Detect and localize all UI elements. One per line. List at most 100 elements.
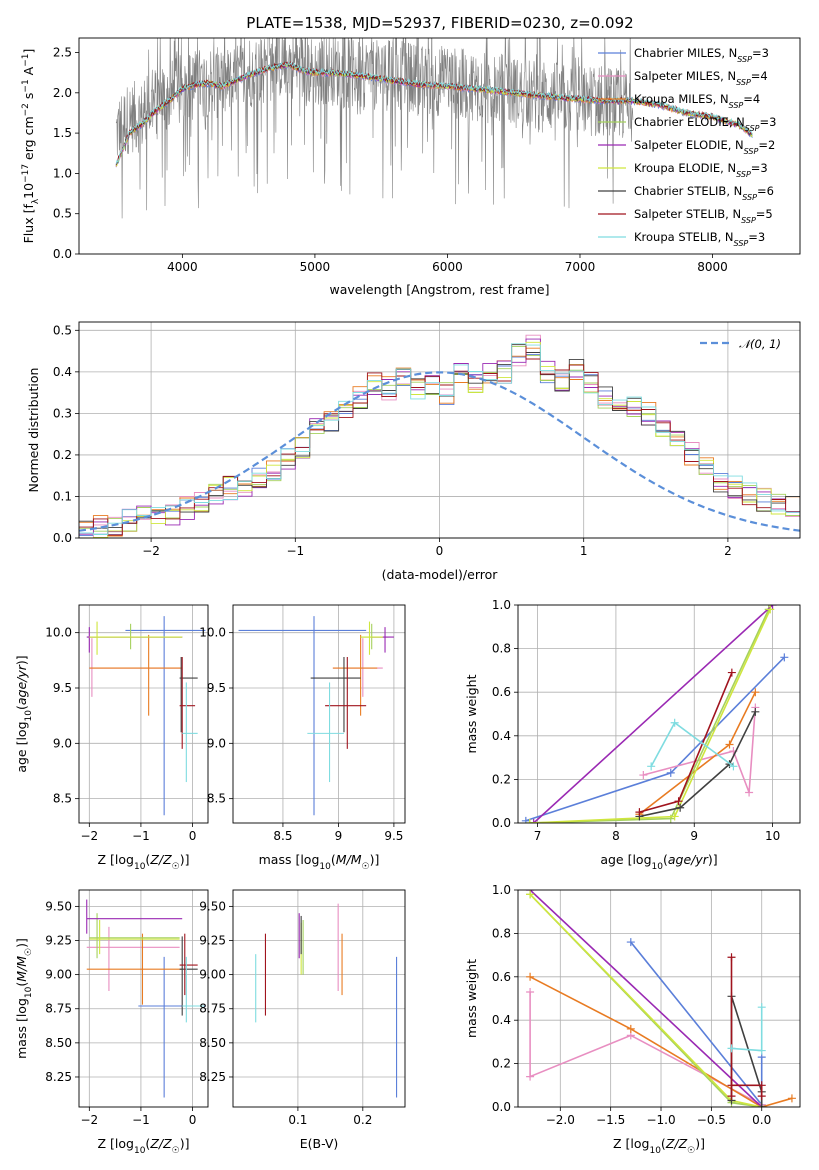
x-tick-label: 9 xyxy=(690,829,698,843)
y-tick-label: 0.6 xyxy=(492,685,511,699)
y-axis-label: mass weight xyxy=(464,674,479,753)
weight-marker xyxy=(729,762,738,771)
x-tick-label: 2 xyxy=(724,544,732,558)
weight-marker xyxy=(647,762,656,771)
data-point-4 xyxy=(86,899,183,934)
x-tick-label: 7000 xyxy=(565,260,596,274)
x-tick-label: 0.2 xyxy=(353,1113,372,1127)
weight-marker xyxy=(626,1024,635,1033)
x-tick-label: −1.0 xyxy=(646,1113,675,1127)
weight-marker xyxy=(768,605,777,609)
y-tick-label: 0.2 xyxy=(492,1057,511,1071)
weight-marker xyxy=(751,688,760,697)
data-point-5 xyxy=(89,920,180,955)
weight-marker xyxy=(757,1092,766,1101)
residuals-plot-area xyxy=(79,334,800,538)
model-spectrum-line-7 xyxy=(115,61,753,165)
y-tick-label: 0.8 xyxy=(492,642,511,656)
y-tick-label: 8.75 xyxy=(45,1002,72,1016)
data-point-2 xyxy=(89,634,183,716)
weight-marker xyxy=(727,668,736,677)
y-tick-label: 9.5 xyxy=(207,681,226,695)
x-tick-label: 8000 xyxy=(697,260,728,274)
x-axis-label: age [log10(age/yr)] xyxy=(600,852,717,872)
legend-label-6: Chabrier STELIB, NSSP=6 xyxy=(634,184,774,202)
data-point-5 xyxy=(89,621,183,655)
y-tick-label: 9.50 xyxy=(199,899,226,913)
x-tick-label: −0.5 xyxy=(697,1113,726,1127)
y-tick-label: 9.25 xyxy=(45,933,72,947)
x-tick-label: 7 xyxy=(534,829,542,843)
weight-marker xyxy=(526,987,535,996)
data-point-7 xyxy=(325,657,367,749)
y-tick-label: 9.00 xyxy=(45,968,72,982)
x-tick-label: 9 xyxy=(335,829,343,843)
y-tick-label: 8.5 xyxy=(207,792,226,806)
y-tick-label: 0.1 xyxy=(53,489,72,503)
weight-marker xyxy=(766,605,775,614)
mass-vs-ebv-grid xyxy=(233,890,405,1107)
x-tick-label: −1.5 xyxy=(596,1113,625,1127)
age-vs-z-axes: −2 −1 0 8.5 9.0 9.5 10.0 Z [log10(Z/Z☉)] age [lo… xyxy=(14,605,208,872)
x-tick-label: 6000 xyxy=(432,260,463,274)
data-point-5 xyxy=(360,621,383,655)
residuals-frame xyxy=(78,321,801,539)
x-tick-label: −2 xyxy=(80,829,98,843)
weight-line-0 xyxy=(630,941,763,1107)
age-vs-mass-plot-area xyxy=(238,616,394,816)
x-tick-label: 10 xyxy=(765,829,780,843)
weight-marker xyxy=(639,771,648,780)
spectrum-frame xyxy=(78,37,801,255)
y-axis-label: age [log10(age/yr)] xyxy=(14,655,34,772)
data-point-0 xyxy=(125,616,206,816)
x-tick-label: −1 xyxy=(132,1113,150,1127)
y-tick-label: 0.2 xyxy=(53,448,72,462)
y-tick-label: 0.2 xyxy=(492,772,511,786)
y-tick-label: 8.5 xyxy=(53,792,72,806)
weight-marker xyxy=(757,1081,766,1090)
x-tick-label: 0 xyxy=(436,544,444,558)
y-tick-label: 1.0 xyxy=(53,166,72,180)
data-point-8 xyxy=(307,682,344,783)
y-tick-label: 8.25 xyxy=(199,1070,226,1084)
weight-marker xyxy=(780,653,789,662)
y-tick-label: 8.50 xyxy=(199,1036,226,1050)
weight-marker xyxy=(526,1072,535,1081)
x-tick-label: 9.5 xyxy=(384,829,403,843)
x-tick-label: −1 xyxy=(132,829,150,843)
weight-marker xyxy=(525,819,534,823)
weight-marker xyxy=(727,1092,736,1101)
data-point-0 xyxy=(238,616,367,816)
age-vs-z-frame xyxy=(78,604,209,824)
y-tick-label: 2.5 xyxy=(53,46,72,60)
y-axis-label: Normed distribution xyxy=(26,368,41,493)
weight-marker xyxy=(727,1081,736,1090)
y-tick-label: 0.8 xyxy=(492,926,511,940)
y-tick-label: 0.4 xyxy=(492,1013,511,1027)
mass-vs-ebv-axes: 0.1 0.2 8.25 8.50 8.75 9.00 9.25 9.50 E(B-V) xyxy=(199,890,405,1151)
x-tick-label: −2 xyxy=(80,1113,98,1127)
x-tick-label: 0 xyxy=(189,1113,197,1127)
data-point-2 xyxy=(86,933,183,1005)
y-tick-label: 8.50 xyxy=(45,1036,72,1050)
y-tick-label: 0.5 xyxy=(53,323,72,337)
mass-vs-z-axes: −2 −1 0 8.25 8.50 8.75 9.00 9.25 9.50 Z [log10(Z/… xyxy=(14,890,208,1156)
weight-marker xyxy=(676,803,685,812)
x-axis-label: (data-model)/error xyxy=(382,567,499,582)
weight-marker xyxy=(745,788,754,797)
y-tick-label: 0.6 xyxy=(492,970,511,984)
x-axis-label: E(B-V) xyxy=(300,1136,339,1151)
residuals-grid xyxy=(79,322,800,539)
residual-histogram-8 xyxy=(79,343,800,535)
data-point-0 xyxy=(138,956,206,1098)
mass-vs-z-plot-area xyxy=(86,899,206,1098)
y-tick-label: 0.0 xyxy=(492,1100,511,1114)
y-tick-label: 8.25 xyxy=(45,1070,72,1084)
y-tick-label: 10.0 xyxy=(199,626,226,640)
data-point-6 xyxy=(179,936,198,1016)
y-tick-label: 0.0 xyxy=(492,816,511,830)
figure-title: PLATE=1538, MJD=52937, FIBERID=0230, z=0… xyxy=(246,14,633,32)
y-tick-label: 9.0 xyxy=(207,736,226,750)
spectrum-legend: Chabrier MILES, NSSP=3 Salpeter MILES, NS… xyxy=(598,46,776,248)
